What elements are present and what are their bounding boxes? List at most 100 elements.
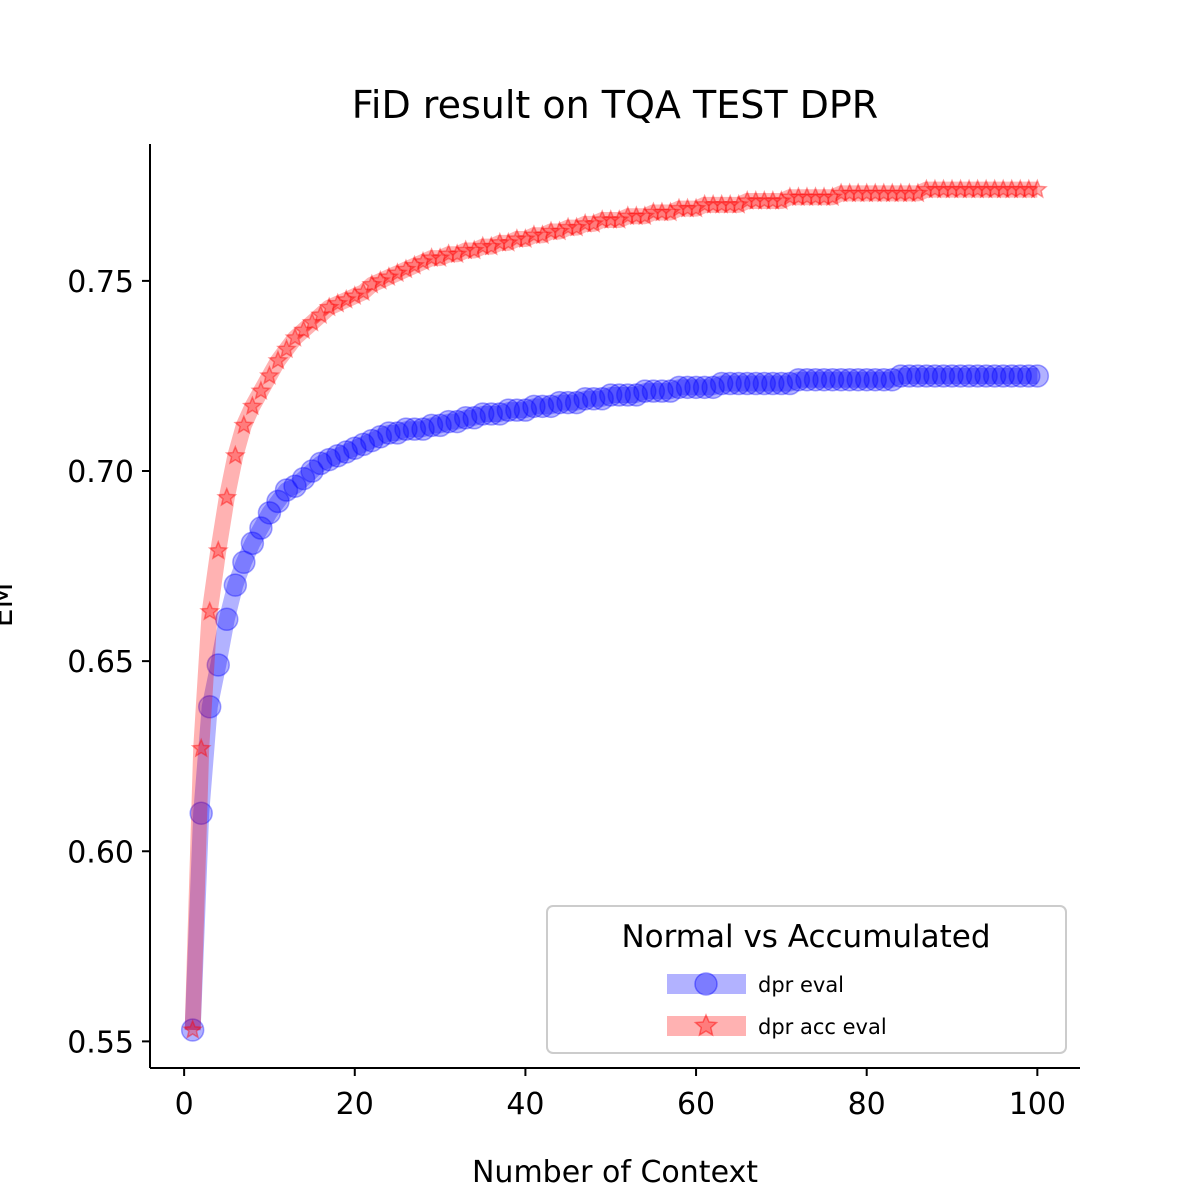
data-point-star: [506, 228, 528, 248]
data-point-circle: [530, 394, 555, 419]
plot-area: [180, 178, 1050, 1042]
y-tick-label: 0.65: [67, 645, 134, 680]
data-point-star: [369, 269, 391, 290]
data-point-star: [685, 197, 707, 218]
data-point-circle: [991, 364, 1015, 388]
data-point-star: [950, 178, 971, 199]
x-tick-label: 0: [175, 1087, 194, 1122]
data-point-star: [190, 737, 212, 758]
data-point-circle: [854, 368, 879, 392]
data-point-star: [514, 228, 536, 248]
data-point-star: [591, 209, 613, 229]
data-point-circle: [650, 379, 674, 403]
data-point-star: [736, 190, 758, 210]
data-point-circle: [880, 368, 905, 392]
data-point-star: [318, 296, 340, 317]
data-point-star: [924, 178, 946, 199]
data-point-star: [250, 380, 272, 401]
data-point-star: [472, 235, 494, 256]
series-line: [184, 367, 1038, 1031]
data-point-circle: [616, 383, 640, 407]
data-point-circle: [453, 406, 478, 430]
data-point-star: [557, 216, 579, 237]
data-point-star: [1026, 178, 1048, 199]
data-point-star: [753, 190, 775, 210]
data-point-circle: [718, 371, 742, 396]
data-point-circle: [360, 428, 384, 453]
data-point-circle: [394, 417, 418, 441]
legend-entries: dpr eval dpr acc eval: [667, 972, 887, 1039]
x-tick-label: 40: [506, 1087, 544, 1122]
x-ticks: 0 20 40 60 80 100: [175, 1068, 1066, 1122]
data-point-circle: [249, 516, 273, 540]
data-point-circle: [641, 379, 666, 403]
data-point-circle: [215, 607, 239, 632]
series-dpr-eval: [180, 364, 1050, 1042]
data-point-circle: [837, 368, 862, 392]
data-point-circle: [573, 387, 597, 411]
data-point-circle: [786, 368, 811, 392]
data-point-circle: [291, 466, 316, 491]
data-point-circle: [488, 402, 512, 426]
data-point-star: [856, 182, 878, 203]
data-point-circle: [266, 489, 290, 514]
data-point-circle: [1008, 364, 1033, 388]
legend: Normal vs Accumulated dpr eval dpr acc ev…: [546, 905, 1067, 1054]
data-point-circle: [283, 474, 307, 498]
data-point-star: [881, 182, 903, 203]
legend-label: dpr acc eval: [758, 1015, 887, 1039]
data-point-circle: [232, 550, 256, 575]
data-point-star: [395, 258, 417, 279]
data-point-star: [438, 243, 460, 264]
data-point-circle: [274, 478, 299, 502]
data-point-star: [694, 193, 716, 214]
data-point-circle: [846, 368, 870, 392]
y-ticks: 0.55 0.60 0.65 0.70 0.75: [67, 265, 150, 1060]
data-point-circle: [829, 368, 853, 392]
data-point-star: [344, 285, 366, 305]
series-dpr-acc-eval: [182, 178, 1048, 1039]
data-point-circle: [257, 501, 282, 525]
data-point-circle: [914, 364, 939, 388]
data-point-circle: [948, 364, 973, 388]
data-point-circle: [505, 398, 529, 422]
data-point-star: [412, 250, 434, 271]
data-point-circle: [189, 801, 213, 825]
x-tick-label: 20: [336, 1087, 374, 1122]
data-point-circle: [343, 436, 367, 460]
data-point-circle: [385, 421, 410, 445]
data-point-star: [770, 190, 792, 210]
data-point-circle: [462, 406, 486, 430]
data-point-circle: [539, 394, 563, 419]
data-point-circle: [471, 402, 495, 426]
data-point-star: [480, 235, 502, 256]
data-point-star: [668, 197, 690, 218]
data-point-star: [497, 231, 519, 252]
data-point-star: [907, 182, 929, 203]
data-point-circle: [658, 379, 683, 403]
data-point-star: [779, 186, 801, 207]
data-point-circle: [513, 398, 538, 422]
data-point-star: [386, 262, 408, 283]
data-point-circle: [726, 371, 751, 396]
data-point-circle: [820, 368, 845, 392]
data-point-star: [702, 193, 724, 214]
data-point-star: [805, 186, 826, 207]
data-point-circle: [1017, 364, 1041, 388]
data-point-circle: [180, 1018, 205, 1042]
data-point-star: [276, 338, 297, 359]
data-point-star: [796, 186, 818, 207]
data-point-circle: [684, 375, 708, 400]
data-point-star: [813, 186, 835, 207]
data-point-circle: [624, 383, 649, 407]
data-point-circle: [556, 390, 580, 415]
y-tick-label: 0.55: [67, 1025, 134, 1060]
data-point-circle: [300, 459, 324, 483]
data-point-circle: [496, 398, 521, 422]
data-point-circle: [974, 364, 998, 388]
y-axis-label: EM: [0, 583, 20, 628]
data-point-star: [463, 239, 485, 260]
data-point-circle: [863, 368, 887, 392]
data-point-star: [207, 539, 229, 560]
data-point-star: [540, 220, 562, 241]
